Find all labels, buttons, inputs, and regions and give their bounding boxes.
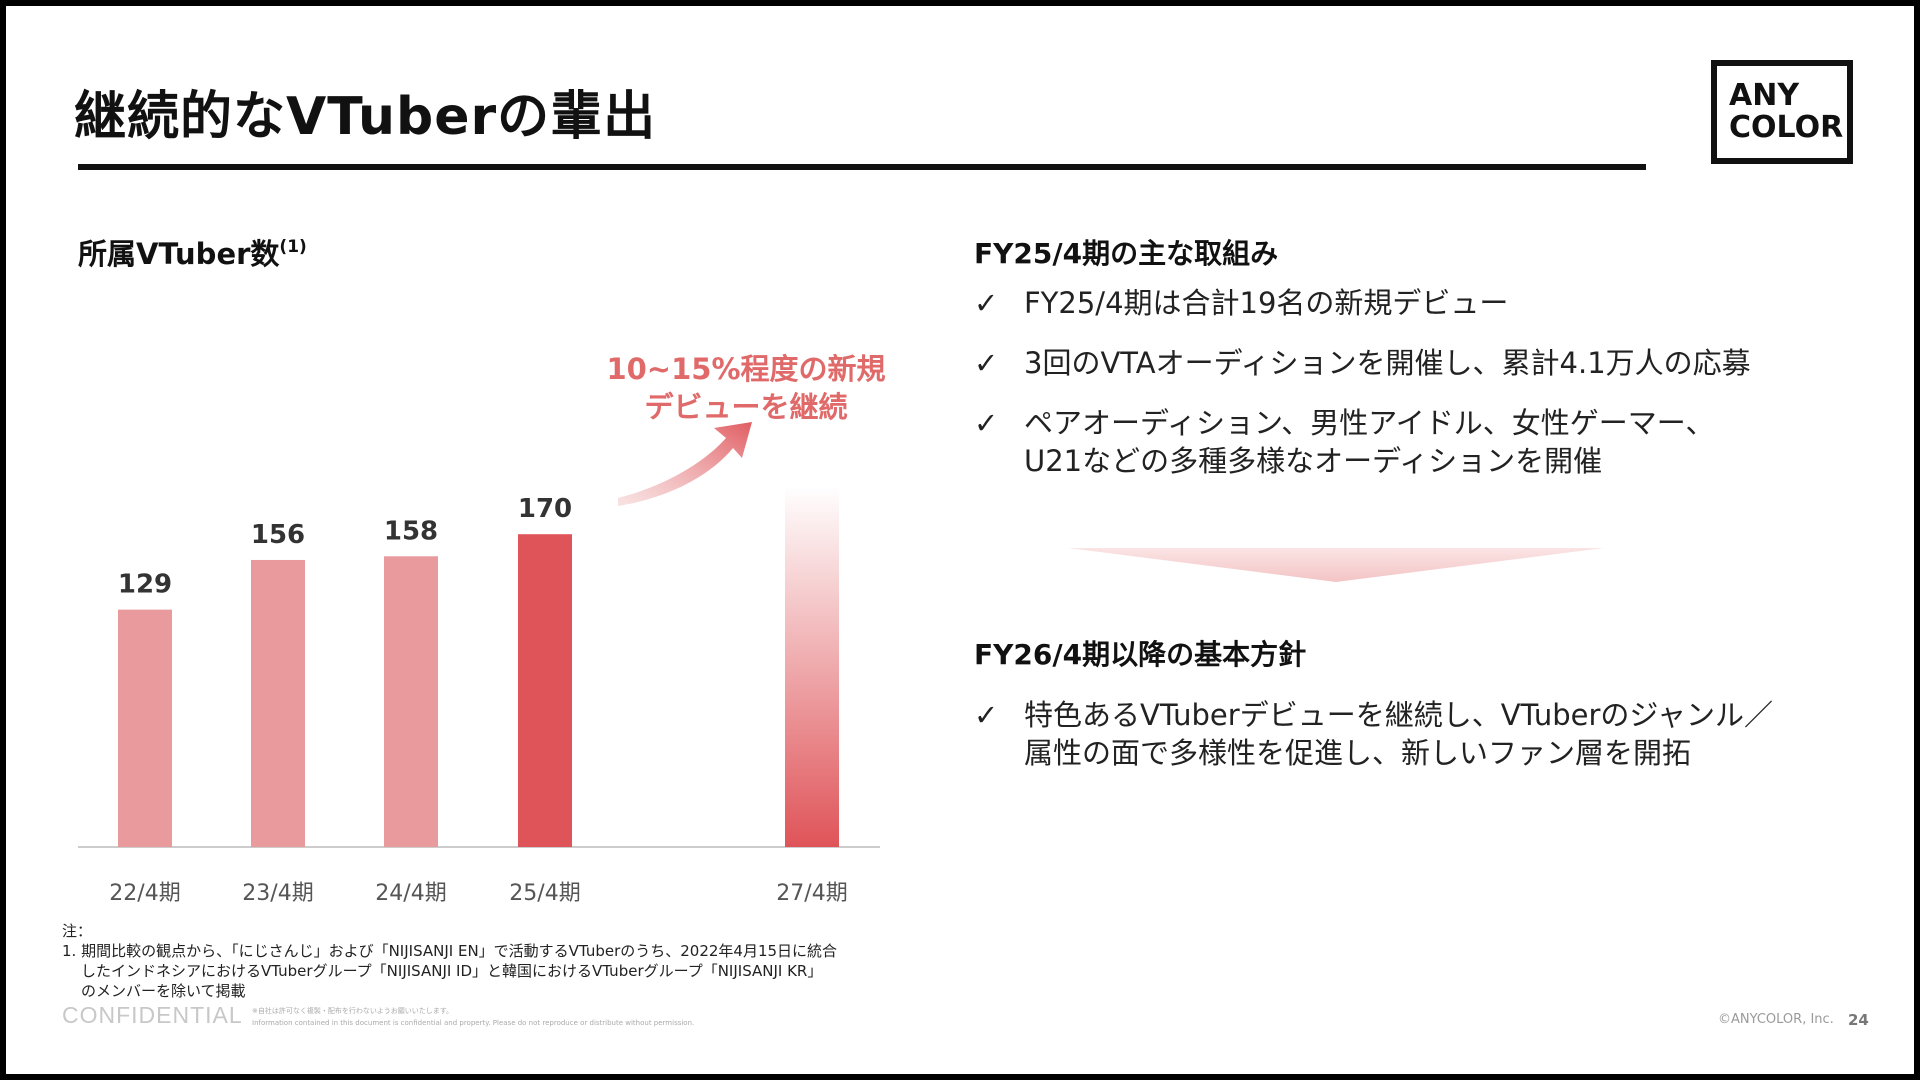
page-title: 継続的なVTuberの輩出	[74, 87, 657, 147]
check-icon: ✓	[974, 346, 999, 380]
chart-title: 所属VTuber数(1)	[78, 231, 307, 273]
list-item: ✓ 3回のVTAオーディションを開催し、累計4.1万人の応募	[974, 344, 1751, 382]
check-icon: ✓	[974, 286, 999, 320]
section2-heading: FY26/4期以降の基本方針	[974, 638, 1307, 671]
section1-bullet-list: ✓ FY25/4期は合計19名の新規デビュー ✓ 3回のVTAオーディションを開…	[974, 284, 1751, 502]
note-line: 1. 期間比較の観点から、「にじさんじ」および「NIJISANJI EN」で活動…	[62, 942, 838, 960]
bar-25/4期	[518, 534, 572, 847]
bar-22/4期	[118, 609, 172, 847]
bar-value-label: 170	[518, 494, 572, 524]
chart-title-text: 所属VTuber数	[78, 237, 280, 271]
title-divider	[78, 164, 1646, 170]
list-item: ✓ ペアオーディション、男性アイドル、女性ゲーマー、 U21などの多種多様なオー…	[974, 404, 1751, 480]
bullet-text-line: 属性の面で多様性を促進し、新しいファン層を開拓	[1024, 736, 1692, 770]
bullet-text: 特色あるVTuberデビューを継続し、VTuberのジャンル／ 属性の面で多様性…	[1024, 696, 1773, 772]
check-icon: ✓	[974, 406, 999, 440]
annotation-line1: 10~15%程度の新規	[606, 352, 886, 386]
slide: 継続的なVTuberの輩出 ANY COLOR 所属VTuber数(1) 129…	[6, 6, 1914, 1074]
bullet-text: 3回のVTAオーディションを開催し、累計4.1万人の応募	[1024, 346, 1751, 380]
down-arrow	[1068, 548, 1604, 582]
bullet-text-line: ペアオーディション、男性アイドル、女性ゲーマー、	[1024, 406, 1715, 440]
bullet-text: ペアオーディション、男性アイドル、女性ゲーマー、 U21などの多種多様なオーディ…	[1024, 404, 1715, 480]
bullet-text-line: 特色あるVTuberデビューを継続し、VTuberのジャンル／	[1024, 698, 1773, 732]
note-line: したインドネシアにおけるVTuberグループ「NIJISANJI ID」と韓国に…	[81, 962, 823, 980]
x-tick-label: 25/4期	[509, 881, 580, 906]
anycolor-logo: ANY COLOR	[1711, 60, 1853, 164]
bar-value-label: 156	[251, 520, 305, 550]
growth-arrow	[618, 422, 752, 506]
list-item: ✓ 特色あるVTuberデビューを継続し、VTuberのジャンル／ 属性の面で多…	[974, 696, 1773, 772]
list-item: ✓ FY25/4期は合計19名の新規デビュー	[974, 284, 1751, 322]
fine-print-en: Information contained in this document i…	[252, 1019, 695, 1027]
check-icon: ✓	[974, 698, 999, 732]
logo-line2: COLOR	[1729, 110, 1844, 145]
bullet-text-line: U21などの多種多様なオーディションを開催	[1024, 444, 1603, 478]
bullet-text: FY25/4期は合計19名の新規デビュー	[1024, 286, 1509, 320]
notes-label: 注：	[62, 922, 93, 940]
x-tick-label: 24/4期	[375, 881, 446, 906]
bar-value-label: 129	[118, 570, 172, 600]
annotation-line2: デビューを継続	[644, 390, 848, 424]
section2-bullet-list: ✓ 特色あるVTuberデビューを継続し、VTuberのジャンル／ 属性の面で多…	[974, 696, 1773, 794]
growth-annotation: 10~15%程度の新規 デビューを継続	[576, 350, 916, 426]
fine-print-jp: ※自社は許可なく複製・配布を行わないようお願いいたします。	[252, 1007, 454, 1015]
footnotes: 注： 1. 期間比較の観点から、「にじさんじ」および「NIJISANJI EN」…	[62, 921, 837, 1001]
copyright: ©ANYCOLOR, Inc.	[1718, 1012, 1834, 1027]
footnote-ref: (1)	[279, 237, 307, 257]
vtuber-count-chart: 129 22/4期 156 23/4期 158 24/4期 170 25/4期 27/4期	[78, 422, 1604, 906]
note-line: のメンバーを除いて掲載	[81, 982, 246, 1000]
section1-heading: FY25/4期の主な取組み	[974, 237, 1279, 270]
confidential-mark: CONFIDENTIAL	[62, 1002, 243, 1028]
x-tick-label: 22/4期	[109, 881, 180, 906]
x-tick-label: 27/4期	[776, 881, 847, 906]
bar-24/4期	[384, 556, 438, 847]
bar-projection	[785, 486, 839, 847]
logo-line1: ANY	[1729, 78, 1800, 113]
bar-value-label: 158	[384, 516, 438, 546]
page-number: 24	[1848, 1011, 1869, 1029]
bar-23/4期	[251, 559, 305, 847]
x-tick-label: 23/4期	[242, 881, 313, 906]
